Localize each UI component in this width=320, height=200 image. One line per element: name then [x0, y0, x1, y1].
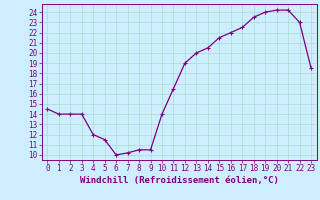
X-axis label: Windchill (Refroidissement éolien,°C): Windchill (Refroidissement éolien,°C) — [80, 176, 279, 185]
